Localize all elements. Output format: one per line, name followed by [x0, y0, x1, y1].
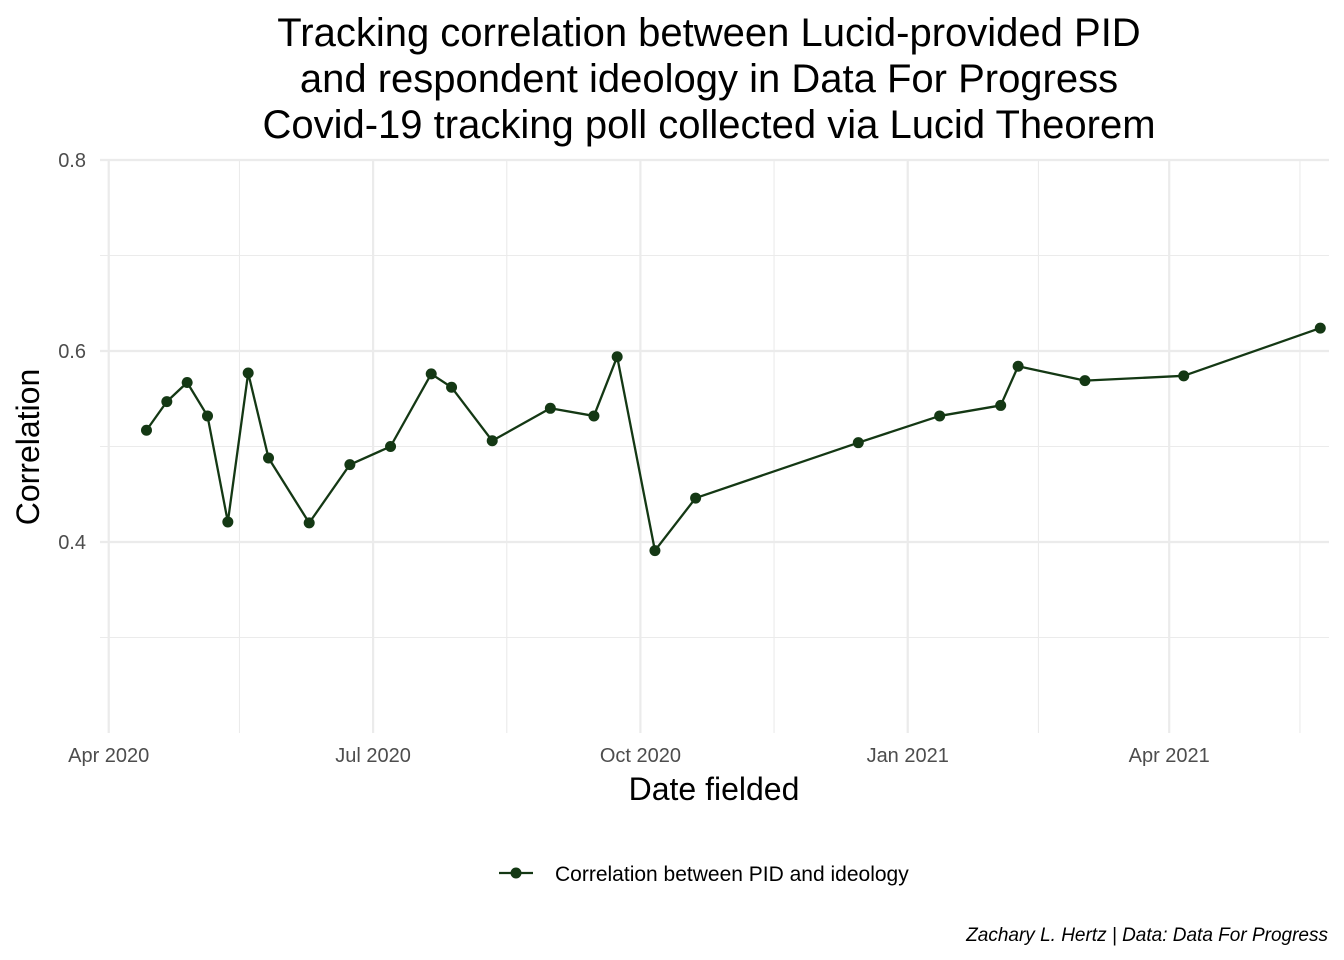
title-line: and respondent ideology in Data For Prog… — [300, 57, 1118, 101]
series-points — [140, 322, 1326, 557]
x-tick-label: Jan 2021 — [867, 745, 949, 767]
data-point — [1178, 370, 1190, 382]
data-point — [425, 368, 437, 380]
data-point — [303, 517, 315, 529]
data-point — [140, 424, 152, 436]
x-tick-label: Jul 2020 — [335, 745, 411, 767]
y-axis-tick-labels: 0.4 0.6 0.8 — [58, 150, 86, 554]
title-line: Covid-19 tracking poll collected via Luc… — [262, 103, 1155, 147]
y-tick-label: 0.8 — [58, 150, 86, 172]
x-axis-title: Date fielded — [629, 771, 800, 807]
y-axis-title: Correlation — [10, 369, 46, 526]
title-line: Tracking correlation between Lucid-provi… — [277, 11, 1140, 55]
data-point — [161, 396, 173, 408]
series-line — [145, 326, 1321, 552]
data-point — [446, 381, 458, 393]
x-tick-label: Apr 2021 — [1129, 745, 1210, 767]
data-point — [385, 441, 397, 452]
y-tick-label: 0.6 — [58, 341, 86, 363]
legend: Correlation between PID and ideology — [499, 863, 909, 886]
data-point — [344, 459, 356, 471]
series-lines — [145, 326, 1321, 552]
chart-title: Tracking correlation between Lucid-provi… — [262, 11, 1155, 147]
data-point — [588, 410, 600, 422]
x-tick-label: Apr 2020 — [68, 745, 149, 767]
data-point — [934, 410, 946, 422]
data-point — [1314, 322, 1326, 334]
data-point — [1079, 375, 1091, 387]
data-point — [690, 492, 702, 504]
data-point — [486, 435, 498, 447]
y-tick-label: 0.4 — [58, 532, 86, 554]
legend-label: Correlation between PID and ideology — [555, 863, 909, 886]
data-point — [649, 545, 661, 557]
data-point — [181, 377, 193, 389]
x-tick-label: Oct 2020 — [600, 745, 681, 767]
data-point — [242, 367, 254, 379]
data-point — [202, 410, 214, 422]
data-point — [1012, 360, 1024, 372]
minor-gridlines — [100, 160, 1329, 733]
x-axis-tick-labels: Apr 2020 Jul 2020 Oct 2020 Jan 2021 Apr 2021 — [68, 745, 1210, 767]
data-point — [995, 399, 1007, 411]
data-point — [222, 516, 234, 528]
legend-key-point — [510, 867, 522, 879]
major-gridlines — [100, 158, 1329, 733]
data-point — [611, 351, 623, 363]
data-point — [852, 437, 864, 449]
data-point — [263, 452, 275, 464]
data-point — [544, 402, 556, 414]
caption: Zachary L. Hertz | Data: Data For Progre… — [965, 925, 1328, 946]
